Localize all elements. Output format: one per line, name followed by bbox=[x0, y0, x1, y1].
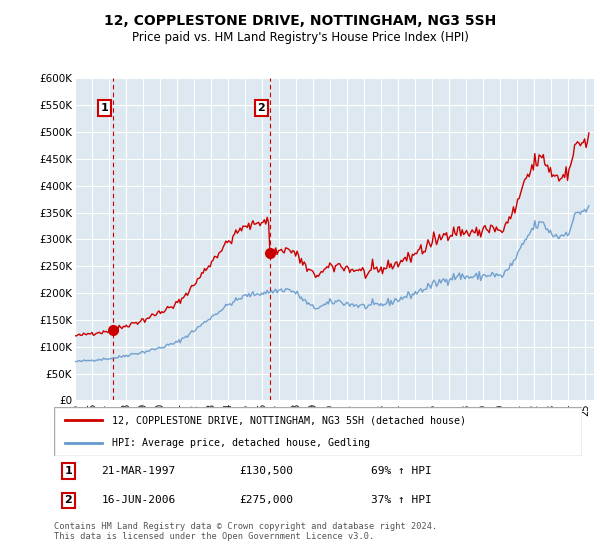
Text: 69% ↑ HPI: 69% ↑ HPI bbox=[371, 466, 431, 476]
Text: 1: 1 bbox=[65, 466, 73, 476]
Text: 37% ↑ HPI: 37% ↑ HPI bbox=[371, 496, 431, 505]
Text: £275,000: £275,000 bbox=[239, 496, 293, 505]
Text: 1: 1 bbox=[100, 103, 108, 113]
Text: 21-MAR-1997: 21-MAR-1997 bbox=[101, 466, 176, 476]
Text: 2: 2 bbox=[257, 103, 265, 113]
Text: Contains HM Land Registry data © Crown copyright and database right 2024.
This d: Contains HM Land Registry data © Crown c… bbox=[54, 522, 437, 542]
Text: HPI: Average price, detached house, Gedling: HPI: Average price, detached house, Gedl… bbox=[112, 438, 370, 448]
Text: 2: 2 bbox=[65, 496, 73, 505]
FancyBboxPatch shape bbox=[54, 407, 582, 456]
Text: 12, COPPLESTONE DRIVE, NOTTINGHAM, NG3 5SH (detached house): 12, COPPLESTONE DRIVE, NOTTINGHAM, NG3 5… bbox=[112, 416, 466, 426]
Text: Price paid vs. HM Land Registry's House Price Index (HPI): Price paid vs. HM Land Registry's House … bbox=[131, 31, 469, 44]
Text: 12, COPPLESTONE DRIVE, NOTTINGHAM, NG3 5SH: 12, COPPLESTONE DRIVE, NOTTINGHAM, NG3 5… bbox=[104, 14, 496, 28]
Text: £130,500: £130,500 bbox=[239, 466, 293, 476]
Text: 16-JUN-2006: 16-JUN-2006 bbox=[101, 496, 176, 505]
